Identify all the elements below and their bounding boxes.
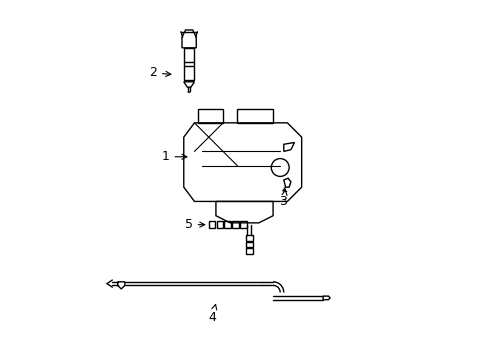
Text: 5: 5 — [184, 218, 204, 231]
Text: 2: 2 — [149, 66, 170, 79]
Text: 4: 4 — [207, 305, 216, 324]
Text: 3: 3 — [279, 189, 287, 208]
Text: 1: 1 — [161, 150, 186, 163]
